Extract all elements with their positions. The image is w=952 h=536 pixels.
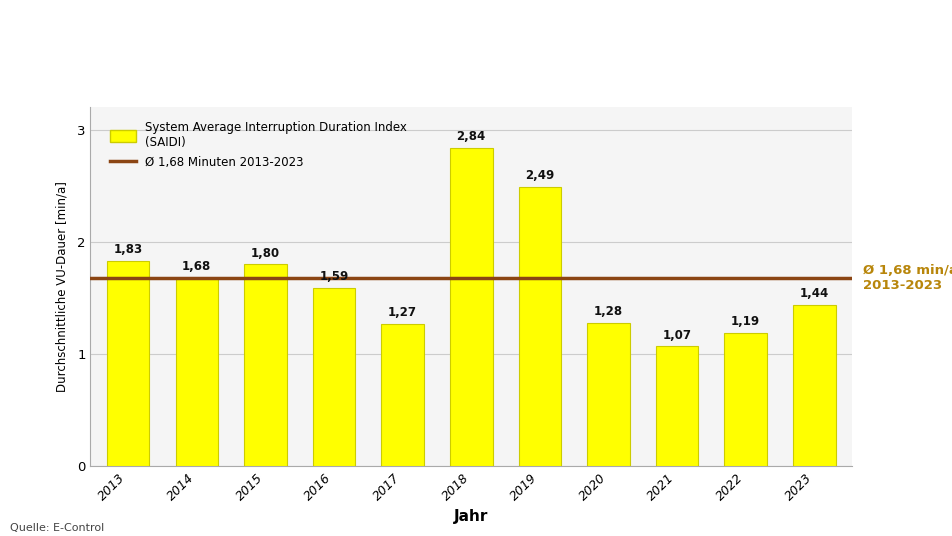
Text: Unterbrechungsdauer: Unterbrechungsdauer: [100, 64, 254, 77]
Bar: [793, 304, 836, 466]
Bar: [519, 187, 561, 466]
Text: 1,80: 1,80: [250, 247, 280, 260]
Bar: [450, 147, 492, 466]
Text: 1,44: 1,44: [800, 287, 829, 300]
Text: je Netzbenutzer mit Ursache im Verteilernetz [min/a]: je Netzbenutzer mit Ursache im Verteiler…: [212, 64, 548, 77]
Text: Gas-Versorgungsunterbrechungen in Österreich  - SAIDI: Gas-Versorgungsunterbrechungen in Österr…: [12, 19, 562, 40]
Text: Quelle: E-Control: Quelle: E-Control: [10, 523, 104, 533]
Text: 2,49: 2,49: [526, 169, 554, 182]
Bar: [244, 264, 287, 466]
Bar: [107, 261, 149, 466]
Y-axis label: Durchschnittliche VU-Dauer [min/a]: Durchschnittliche VU-Dauer [min/a]: [56, 181, 69, 392]
Legend: System Average Interruption Duration Index
(SAIDI), Ø 1,68 Minuten 2013-2023: System Average Interruption Duration Ind…: [104, 115, 413, 175]
Text: 1,59: 1,59: [319, 270, 348, 284]
Bar: [175, 278, 218, 466]
Bar: [587, 323, 629, 466]
Bar: [656, 346, 699, 466]
Bar: [313, 288, 355, 466]
Text: 2,84: 2,84: [457, 130, 486, 143]
Text: 1,83: 1,83: [113, 243, 143, 256]
Text: 1,07: 1,07: [663, 329, 691, 342]
X-axis label: Jahr: Jahr: [454, 509, 488, 524]
Text: 1,19: 1,19: [731, 315, 761, 328]
Text: 1,68: 1,68: [182, 260, 211, 273]
Text: Ø 1,68 min/a
2013-2023: Ø 1,68 min/a 2013-2023: [863, 264, 952, 292]
Bar: [382, 324, 424, 466]
Bar: [724, 333, 767, 466]
Text: Durchschnittliche: Durchschnittliche: [12, 64, 129, 77]
Text: 1,27: 1,27: [388, 306, 417, 319]
Text: 1,28: 1,28: [594, 305, 623, 318]
